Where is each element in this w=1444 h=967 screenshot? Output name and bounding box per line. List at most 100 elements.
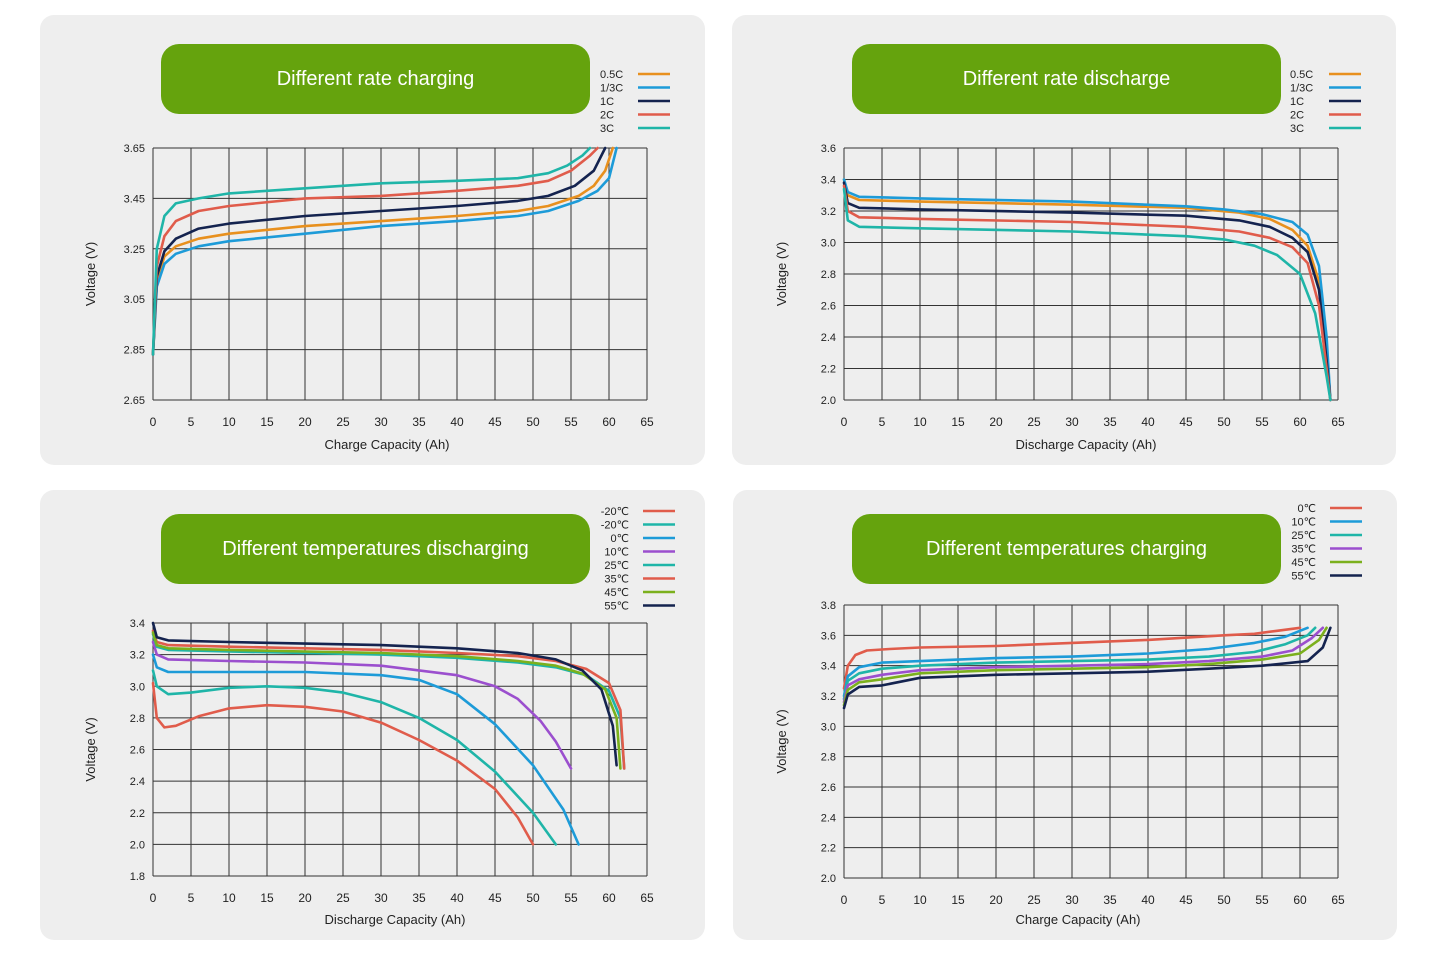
x-tick-label: 25 bbox=[1027, 415, 1041, 429]
y-tick-label: 3.6 bbox=[821, 630, 836, 642]
series-line bbox=[842, 626, 1332, 710]
legend-label: 25℃ bbox=[604, 560, 629, 572]
x-tick-label: 30 bbox=[1065, 415, 1079, 429]
x-axis-label: Discharge Capacity (Ah) bbox=[1016, 437, 1157, 452]
x-tick-label: 20 bbox=[989, 893, 1003, 907]
y-tick-label: 3.8 bbox=[821, 600, 836, 612]
series-line bbox=[151, 146, 618, 356]
chart-title: Different rate discharge bbox=[852, 44, 1281, 114]
y-tick-label: 3.0 bbox=[130, 681, 145, 693]
series-line bbox=[151, 629, 626, 770]
x-tick-label: 10 bbox=[913, 415, 927, 429]
legend-label: 1/3C bbox=[1290, 83, 1313, 95]
legend-label: 10℃ bbox=[1291, 517, 1316, 529]
y-tick-label: 2.4 bbox=[130, 776, 145, 788]
series-line bbox=[151, 631, 622, 770]
y-tick-label: 3.2 bbox=[821, 691, 836, 703]
legend-label: 1C bbox=[1290, 96, 1304, 108]
series-line bbox=[151, 653, 580, 846]
x-axis-label: Charge Capacity (Ah) bbox=[1016, 912, 1141, 927]
legend-label: 10℃ bbox=[604, 547, 629, 559]
x-tick-label: 45 bbox=[1179, 415, 1193, 429]
x-tick-label: 15 bbox=[951, 415, 965, 429]
legend-label: 25℃ bbox=[1291, 530, 1316, 542]
x-tick-label: 50 bbox=[526, 415, 540, 429]
y-tick-label: 2.8 bbox=[821, 269, 836, 281]
x-tick-label: 65 bbox=[1331, 893, 1345, 907]
legend-label: 2C bbox=[1290, 110, 1304, 122]
x-tick-label: 0 bbox=[841, 415, 848, 429]
x-tick-label: 30 bbox=[374, 891, 388, 905]
y-tick-label: 2.4 bbox=[821, 812, 836, 824]
x-tick-label: 5 bbox=[188, 415, 195, 429]
y-axis-label: Voltage (V) bbox=[83, 242, 98, 306]
y-tick-label: 1.8 bbox=[130, 871, 145, 883]
series-line bbox=[842, 178, 1332, 402]
legend-label: 3C bbox=[1290, 123, 1304, 135]
x-tick-label: 20 bbox=[298, 891, 312, 905]
legend-label: 45℃ bbox=[1291, 557, 1316, 569]
series-line bbox=[842, 184, 1332, 402]
x-tick-label: 5 bbox=[879, 415, 886, 429]
series-line bbox=[842, 626, 1317, 701]
y-tick-label: 2.0 bbox=[821, 873, 836, 885]
y-tick-label: 2.2 bbox=[821, 364, 836, 376]
x-tick-label: 5 bbox=[879, 893, 886, 907]
chart-title: Different temperatures discharging bbox=[161, 514, 590, 584]
y-tick-label: 3.4 bbox=[130, 618, 145, 630]
y-tick-label: 3.4 bbox=[821, 175, 836, 187]
series-line bbox=[842, 178, 1332, 402]
x-tick-label: 60 bbox=[1293, 415, 1307, 429]
series-line bbox=[151, 669, 558, 846]
y-tick-label: 3.0 bbox=[821, 238, 836, 250]
x-tick-label: 65 bbox=[1331, 415, 1345, 429]
x-axis-label: Charge Capacity (Ah) bbox=[325, 437, 450, 452]
x-tick-label: 55 bbox=[1255, 415, 1269, 429]
y-tick-label: 3.6 bbox=[821, 143, 836, 155]
x-tick-label: 35 bbox=[1103, 415, 1117, 429]
x-tick-label: 60 bbox=[602, 891, 616, 905]
series-line bbox=[842, 187, 1332, 402]
y-axis-label: Voltage (V) bbox=[774, 242, 789, 306]
legend-label: 3C bbox=[600, 123, 614, 135]
x-tick-label: 30 bbox=[1065, 893, 1079, 907]
chart-title: Different temperatures charging bbox=[852, 514, 1281, 584]
y-tick-label: 2.0 bbox=[821, 395, 836, 407]
series-line bbox=[151, 146, 599, 356]
series-line bbox=[151, 640, 573, 770]
x-tick-label: 35 bbox=[412, 415, 426, 429]
series-line bbox=[151, 632, 626, 770]
series-line bbox=[151, 621, 618, 767]
x-tick-label: 55 bbox=[1255, 893, 1269, 907]
x-tick-label: 40 bbox=[450, 891, 464, 905]
y-tick-label: 3.0 bbox=[821, 721, 836, 733]
y-tick-label: 2.2 bbox=[821, 843, 836, 855]
legend-label: 55℃ bbox=[604, 601, 629, 613]
x-tick-label: 50 bbox=[526, 891, 540, 905]
x-tick-label: 65 bbox=[640, 415, 654, 429]
y-tick-label: 3.2 bbox=[130, 650, 145, 662]
x-tick-label: 0 bbox=[841, 893, 848, 907]
legend-label: 55℃ bbox=[1291, 571, 1316, 583]
x-tick-label: 25 bbox=[1027, 893, 1041, 907]
x-tick-label: 45 bbox=[1179, 893, 1193, 907]
x-tick-label: 15 bbox=[951, 893, 965, 907]
y-tick-label: 2.85 bbox=[124, 345, 145, 357]
y-tick-label: 2.0 bbox=[130, 839, 145, 851]
y-tick-label: 3.25 bbox=[124, 244, 145, 256]
series-line bbox=[842, 626, 1328, 707]
x-tick-label: 10 bbox=[222, 891, 236, 905]
legend-label: 1/3C bbox=[600, 83, 623, 95]
x-tick-label: 0 bbox=[150, 415, 157, 429]
x-tick-label: 5 bbox=[188, 891, 195, 905]
legend-label: 35℃ bbox=[604, 574, 629, 586]
y-tick-label: 2.6 bbox=[821, 782, 836, 794]
x-tick-label: 35 bbox=[412, 891, 426, 905]
x-tick-label: 10 bbox=[913, 893, 927, 907]
series-line bbox=[842, 626, 1325, 704]
y-tick-label: 3.65 bbox=[124, 143, 145, 155]
x-tick-label: 10 bbox=[222, 415, 236, 429]
x-tick-label: 45 bbox=[488, 415, 502, 429]
y-tick-label: 3.45 bbox=[124, 193, 145, 205]
